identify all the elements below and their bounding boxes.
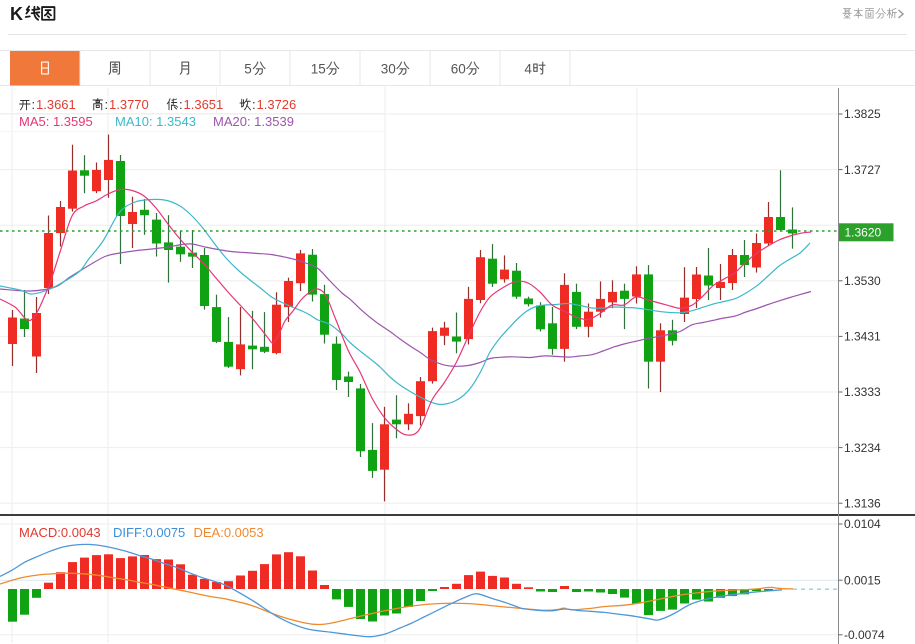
svg-text:0.0015: 0.0015 xyxy=(844,573,881,587)
svg-text:MACD:0.0043: MACD:0.0043 xyxy=(19,525,101,540)
svg-text:1.3136: 1.3136 xyxy=(844,496,881,510)
svg-text:1.3770: 1.3770 xyxy=(109,97,149,112)
svg-text:MA5: 1.3595: MA5: 1.3595 xyxy=(19,114,93,129)
svg-text:1.3431: 1.3431 xyxy=(844,330,881,344)
svg-text:1.3651: 1.3651 xyxy=(184,97,224,112)
svg-text:1.3727: 1.3727 xyxy=(844,163,881,177)
svg-text::: : xyxy=(32,97,36,112)
svg-text:4: 4 xyxy=(524,62,532,77)
svg-text::: : xyxy=(252,97,256,112)
svg-text:60: 60 xyxy=(451,62,466,77)
svg-text:1.3620: 1.3620 xyxy=(845,226,882,240)
svg-text::: : xyxy=(105,97,109,112)
svg-text:0.0104: 0.0104 xyxy=(844,517,881,531)
svg-text::: : xyxy=(179,97,183,112)
svg-text:-0.0074: -0.0074 xyxy=(844,628,885,642)
svg-text:DEA:0.0053: DEA:0.0053 xyxy=(194,525,264,540)
svg-text:1.3825: 1.3825 xyxy=(844,107,881,121)
svg-text:MA20: 1.3539: MA20: 1.3539 xyxy=(213,114,294,129)
svg-text:K: K xyxy=(10,4,23,24)
svg-text:1.3333: 1.3333 xyxy=(844,385,881,399)
svg-text:30: 30 xyxy=(381,62,396,77)
svg-text:1.3530: 1.3530 xyxy=(844,274,881,288)
svg-text:15: 15 xyxy=(311,62,326,77)
svg-text:1.3726: 1.3726 xyxy=(257,97,297,112)
svg-text:5: 5 xyxy=(244,62,252,77)
svg-text:DIFF:0.0075: DIFF:0.0075 xyxy=(113,525,185,540)
svg-text:1.3234: 1.3234 xyxy=(844,441,881,455)
svg-text:MA10: 1.3543: MA10: 1.3543 xyxy=(115,114,196,129)
svg-text:1.3661: 1.3661 xyxy=(36,97,76,112)
